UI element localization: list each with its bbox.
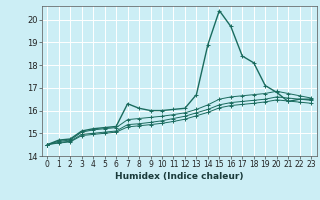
X-axis label: Humidex (Indice chaleur): Humidex (Indice chaleur) <box>115 172 244 181</box>
